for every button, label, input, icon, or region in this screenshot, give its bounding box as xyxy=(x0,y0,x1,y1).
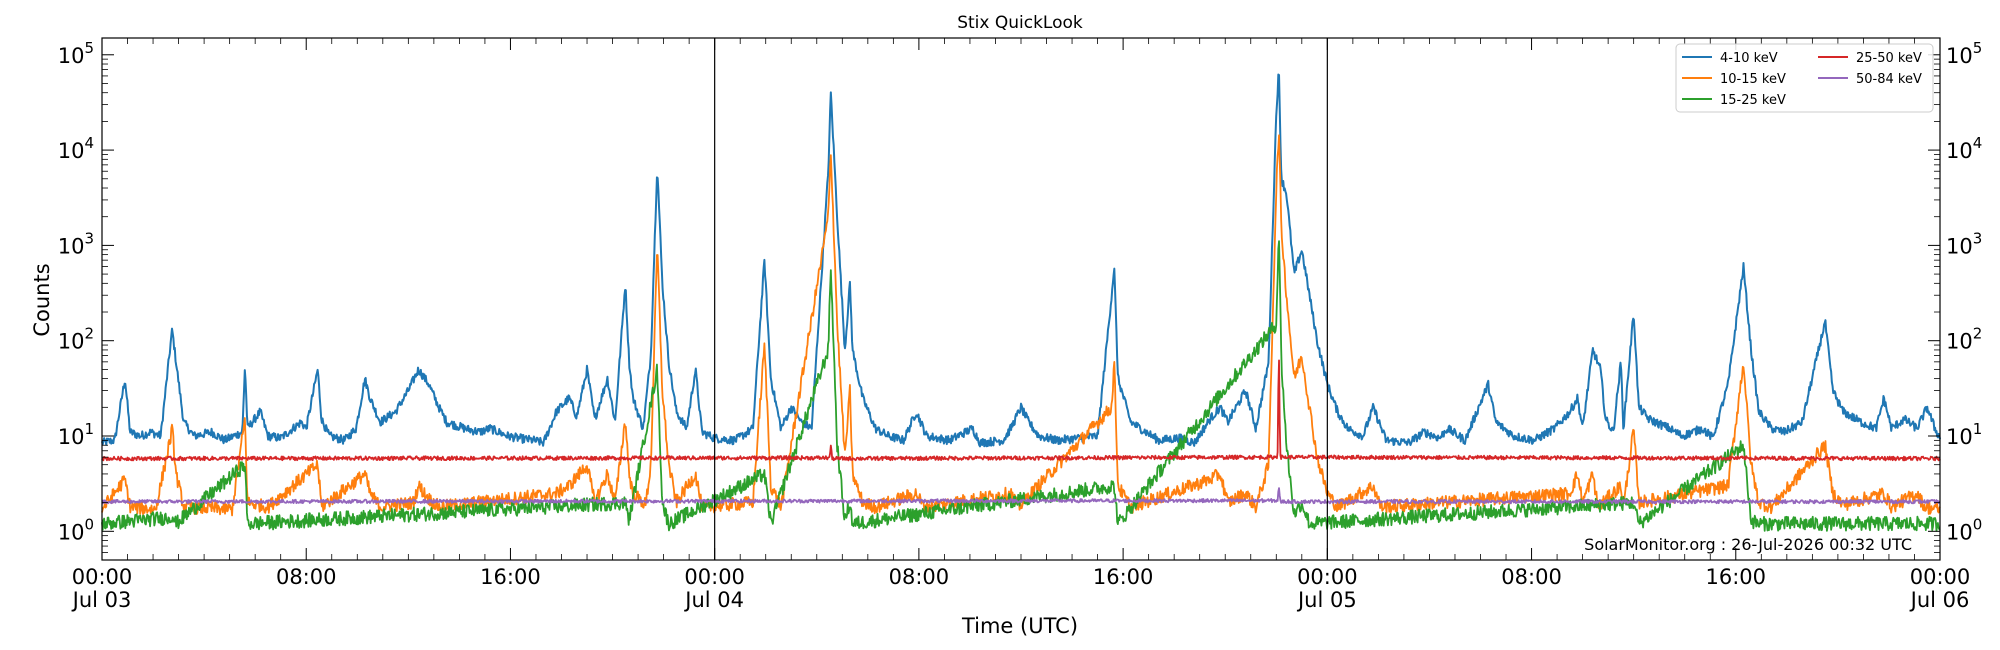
y-tick-base: 10 xyxy=(1946,330,1973,354)
y-tick-base: 10 xyxy=(1946,44,1973,68)
y-tick-exponent: 0 xyxy=(84,515,94,533)
x-tick-date-label: Jul 04 xyxy=(683,588,744,612)
y-tick-base: 10 xyxy=(58,234,85,258)
y-tick-label: 103 xyxy=(58,229,94,258)
x-tick-date-label: Jul 06 xyxy=(1909,588,1970,612)
y-tick-base: 10 xyxy=(1946,520,1973,544)
source-annotation: SolarMonitor.org : 26-Jul-2026 00:32 UTC xyxy=(1584,535,1912,554)
day-boundary-layer xyxy=(714,38,1328,560)
y-tick-exponent: 0 xyxy=(1973,515,1983,533)
y-tick-label: 105 xyxy=(1946,39,1982,68)
chart-title: Stix QuickLook xyxy=(957,13,1083,33)
y-tick-label: 101 xyxy=(1946,420,1982,449)
y-tick-label: 100 xyxy=(1946,515,1982,544)
y-tick-base: 10 xyxy=(1946,139,1973,163)
series-line-15-25-kev xyxy=(101,240,1941,532)
x-tick-date-label: Jul 05 xyxy=(1296,588,1357,612)
y-tick-base: 10 xyxy=(58,44,85,68)
legend-entry-label: 25-50 keV xyxy=(1856,51,1922,66)
y-tick-label: 102 xyxy=(58,325,94,354)
y-tick-exponent: 3 xyxy=(1973,229,1983,247)
y-tick-label: 104 xyxy=(1946,134,1982,163)
y-tick-exponent: 1 xyxy=(1973,420,1983,438)
x-tick-time-label: 16:00 xyxy=(1093,565,1154,589)
x-tick-time-label: 08:00 xyxy=(1501,565,1562,589)
plot-frame xyxy=(101,37,1941,561)
y-tick-base: 10 xyxy=(1946,425,1973,449)
series-line-10-15-kev xyxy=(101,134,1941,517)
legend: 4-10 keV 10-15 keV 15-25 keV 25-50 keV 50-84… xyxy=(1675,43,1934,113)
y-tick-exponent: 1 xyxy=(84,420,94,438)
y-tick-base: 10 xyxy=(58,425,85,449)
x-tick-time-label: 00:00 xyxy=(1297,565,1358,589)
y-tick-exponent: 3 xyxy=(84,229,94,247)
y-tick-label: 104 xyxy=(58,134,94,163)
y-tick-exponent: 2 xyxy=(1973,325,1983,343)
y-tick-base: 10 xyxy=(58,520,85,544)
x-tick-time-label: 08:00 xyxy=(889,565,950,589)
series-line-4-10-kev xyxy=(101,73,1941,448)
legend-entry-label: 15-25 keV xyxy=(1720,93,1786,108)
legend-entry-label: 50-84 keV xyxy=(1856,72,1922,87)
legend-entry-label: 4-10 keV xyxy=(1720,51,1778,66)
axis-tick-layer xyxy=(101,38,1941,561)
y-axis-label: Counts xyxy=(30,263,54,336)
y-tick-label: 102 xyxy=(1946,325,1982,354)
y-tick-label: 105 xyxy=(58,39,94,68)
y-tick-label: 101 xyxy=(58,420,94,449)
series-line-25-50-kev xyxy=(101,359,1941,462)
y-tick-exponent: 5 xyxy=(1973,39,1983,57)
x-axis-label: Time (UTC) xyxy=(961,614,1078,638)
x-tick-time-label: 16:00 xyxy=(1706,565,1767,589)
y-tick-base: 10 xyxy=(58,139,85,163)
y-tick-base: 10 xyxy=(1946,234,1973,258)
x-tick-time-label: 00:00 xyxy=(1910,565,1971,589)
y-tick-exponent: 2 xyxy=(84,325,94,343)
x-tick-date-label: Jul 03 xyxy=(71,588,132,612)
series-line-50-84-kev xyxy=(101,487,1941,505)
y-tick-base: 10 xyxy=(58,330,85,354)
y-tick-exponent: 5 xyxy=(84,39,94,57)
legend-entry-label: 10-15 keV xyxy=(1720,72,1786,87)
y-tick-label: 103 xyxy=(1946,229,1982,258)
legend-box xyxy=(1675,43,1934,113)
x-tick-time-label: 00:00 xyxy=(72,565,133,589)
y-tick-exponent: 4 xyxy=(84,134,94,152)
y-tick-label: 100 xyxy=(58,515,94,544)
x-tick-time-label: 00:00 xyxy=(684,565,745,589)
series-layer xyxy=(101,73,1941,532)
x-tick-time-label: 08:00 xyxy=(276,565,337,589)
x-tick-time-label: 16:00 xyxy=(480,565,541,589)
y-tick-exponent: 4 xyxy=(1973,134,1983,152)
